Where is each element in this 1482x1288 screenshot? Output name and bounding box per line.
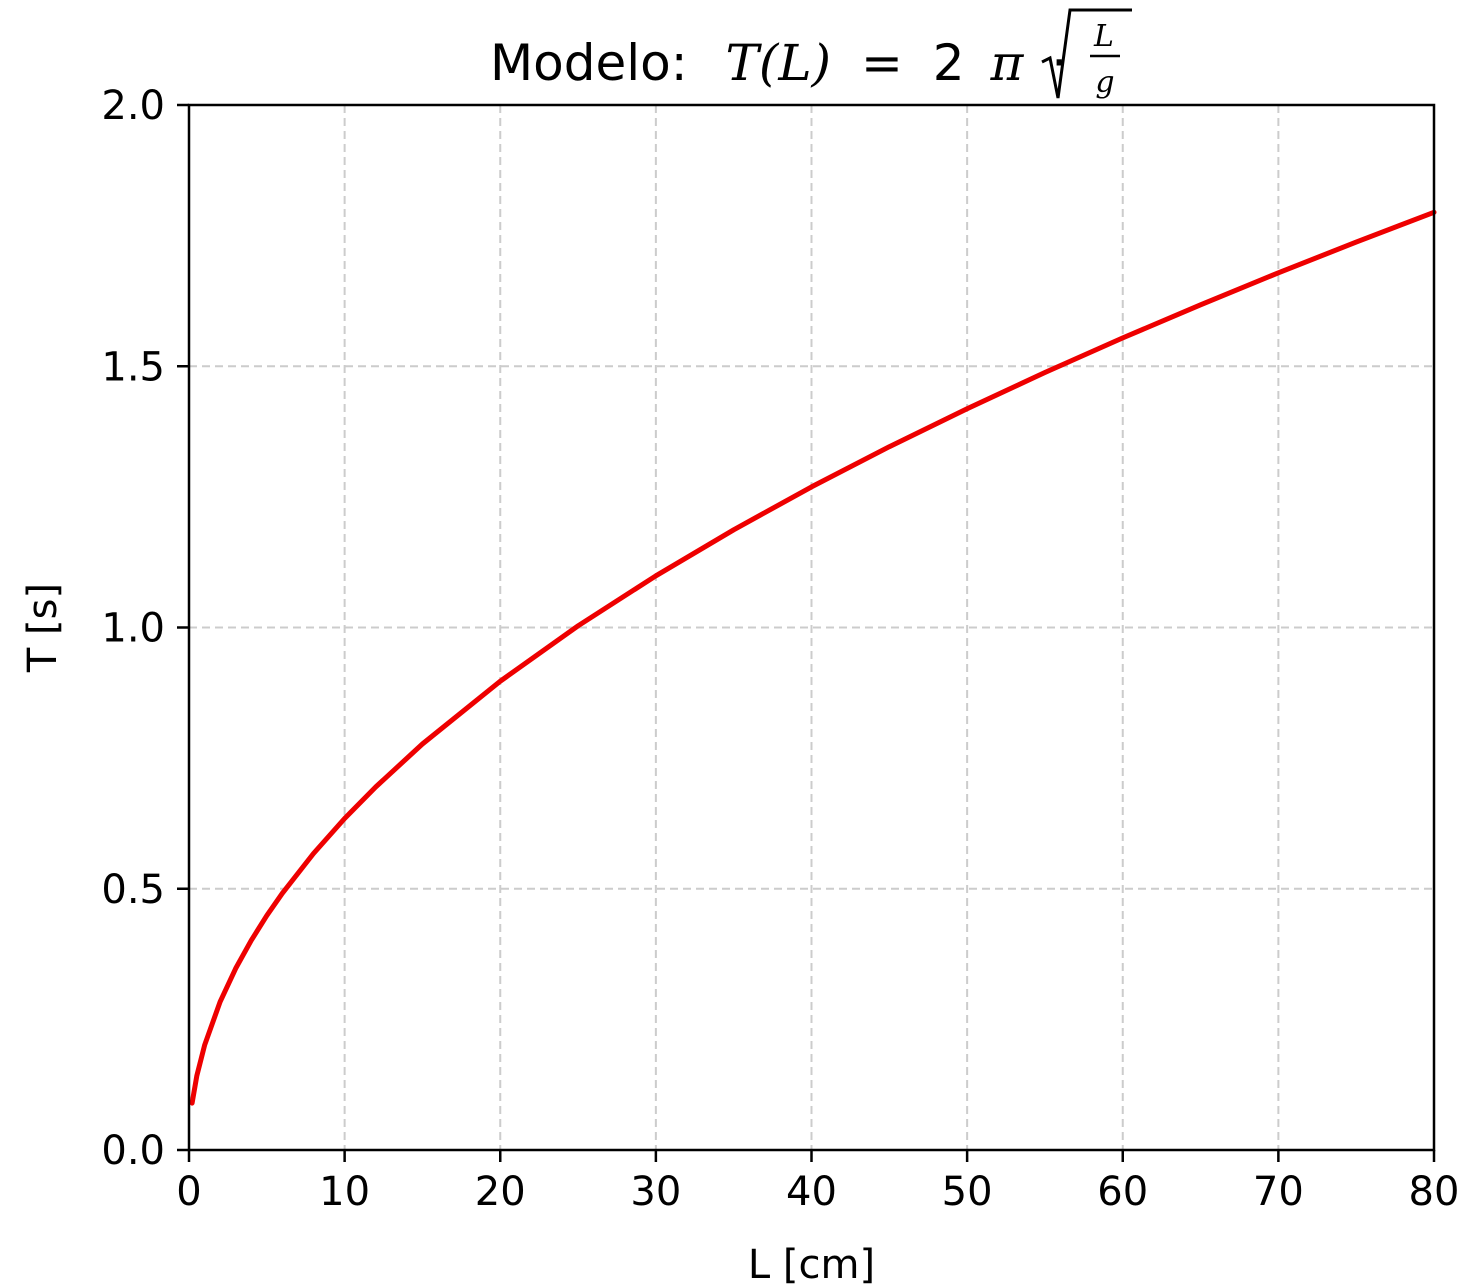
- title-fraction-numerator: L: [1093, 19, 1114, 54]
- x-tick-label: 20: [475, 1169, 526, 1215]
- y-tick-label: 0.5: [101, 867, 165, 913]
- title-formula-pi: π: [989, 34, 1024, 92]
- y-tick-label: 2.0: [101, 83, 165, 129]
- chart-title: Modelo: T(L) = 2 π · L g: [490, 8, 1132, 100]
- title-sqrt-radical: [1041, 8, 1132, 99]
- title-formula-coefficient: 2: [933, 34, 965, 92]
- x-axis-label: L [cm]: [748, 1242, 875, 1288]
- x-tick-label: 30: [630, 1169, 681, 1215]
- title-formula-lhs: T(L): [725, 34, 831, 92]
- x-tick-label: 50: [942, 1169, 993, 1215]
- y-axis-label: T [s]: [20, 583, 66, 673]
- y-tick-label: 0.0: [101, 1128, 165, 1174]
- x-tick-label: 80: [1409, 1169, 1460, 1215]
- x-tick-label: 10: [319, 1169, 370, 1215]
- series-layer: [189, 209, 1437, 1106]
- grid-layer: [188, 104, 1435, 1151]
- title-prefix: Modelo:: [490, 34, 688, 92]
- tick-layer: 0 10 20 30 40 50 60 70 80 0.0 0.5 1.0 1.5 2.0: [101, 83, 1459, 1215]
- x-tick-label: 70: [1253, 1169, 1304, 1215]
- x-tick-label: 40: [786, 1169, 837, 1215]
- title-formula-equals: =: [861, 34, 903, 92]
- series-line: [189, 209, 1437, 1106]
- svg-text:Modelo: T(L) =: Modelo: T(L) = 2 π ·: [490, 34, 1067, 92]
- y-tick-label: 1.0: [101, 606, 165, 652]
- x-tick-label: 0: [176, 1169, 201, 1215]
- y-tick-label: 1.5: [101, 344, 165, 390]
- title-fraction-denominator: g: [1095, 65, 1114, 100]
- x-tick-label: 60: [1097, 1169, 1148, 1215]
